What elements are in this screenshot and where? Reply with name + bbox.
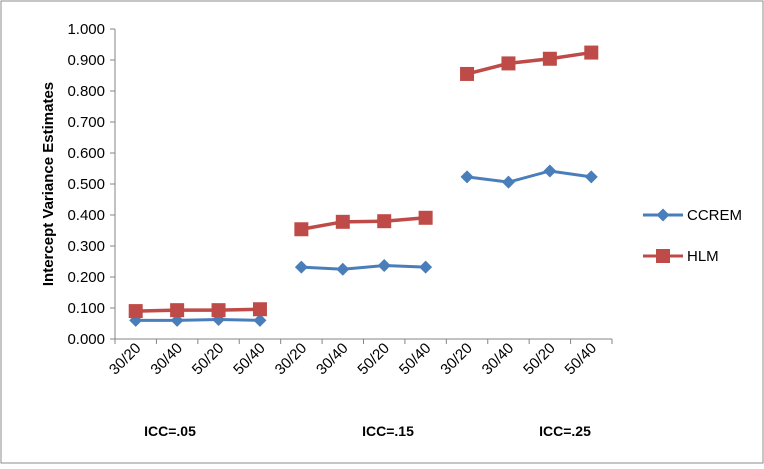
data-point [170, 303, 185, 318]
series-hlm [128, 45, 599, 319]
y-tick-label: 0.400 [67, 207, 105, 224]
y-tick-label: 0.000 [67, 331, 105, 348]
data-point [460, 170, 474, 184]
data-point [501, 175, 515, 189]
data-point [253, 313, 267, 327]
data-point [336, 262, 350, 276]
data-point [377, 214, 392, 229]
data-point [128, 304, 143, 319]
data-point [211, 303, 226, 318]
series-line [301, 216, 426, 231]
y-tick-label: 0.900 [67, 52, 105, 69]
y-tick-label: 0.300 [67, 238, 105, 255]
series-line [135, 307, 260, 313]
series-line [135, 317, 260, 322]
y-tick-label: 0.600 [67, 145, 105, 162]
y-axis-title: Intercept Variance Estimates [40, 82, 57, 286]
series-line [466, 169, 592, 184]
data-point [252, 302, 267, 317]
data-point [542, 51, 557, 66]
y-tick-label: 0.700 [67, 114, 105, 131]
data-point [543, 164, 557, 178]
legend-marker [656, 249, 670, 263]
legend-label: CCREM [687, 207, 742, 224]
series-line [301, 264, 426, 271]
legend-marker [656, 208, 670, 222]
y-tick-label: 0.800 [67, 83, 105, 100]
data-point [377, 259, 391, 273]
data-point [584, 45, 599, 60]
group-label: ICC=.25 [539, 423, 591, 439]
data-point [418, 210, 433, 225]
series-line [466, 50, 592, 76]
group-label: ICC=.05 [144, 423, 196, 439]
y-tick-label: 0.100 [67, 300, 105, 317]
data-point [294, 260, 308, 274]
data-point [501, 56, 516, 71]
y-tick-label: 0.500 [67, 176, 105, 193]
legend-label: HLM [687, 248, 719, 265]
data-point [419, 260, 433, 274]
y-tick-label: 0.200 [67, 269, 105, 286]
data-point [294, 222, 309, 237]
group-label: ICC=.15 [362, 423, 414, 439]
y-tick-label: 1.000 [67, 21, 105, 38]
series-ccrem [129, 164, 598, 327]
data-point [335, 214, 350, 229]
data-point [460, 66, 475, 81]
data-point [584, 170, 598, 184]
